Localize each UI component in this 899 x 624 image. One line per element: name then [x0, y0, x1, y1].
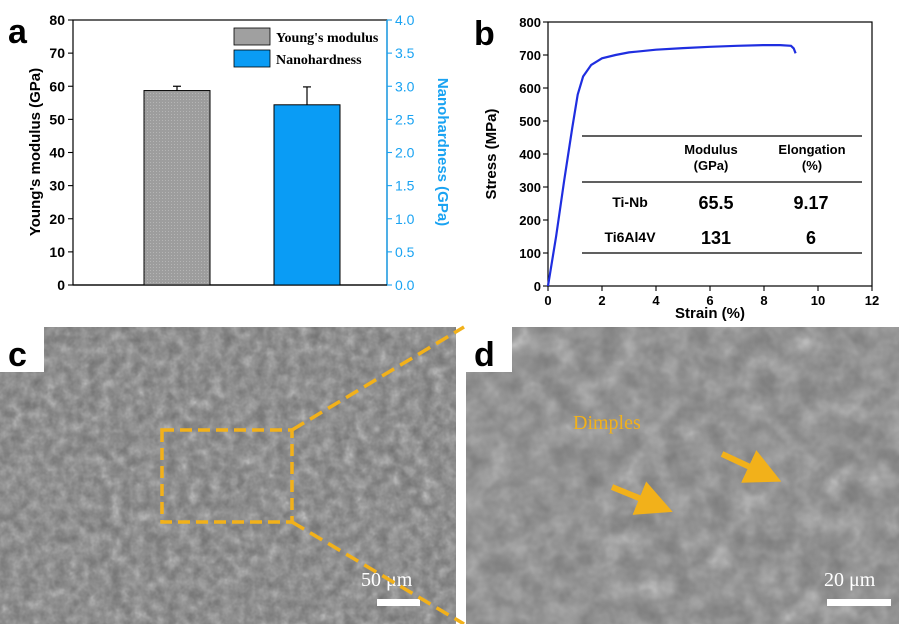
left-tick-label: 0 — [57, 277, 65, 293]
panel-label-d: d — [474, 336, 495, 374]
y-tick-label-b: 400 — [519, 147, 541, 162]
y-tick-label-b: 200 — [519, 213, 541, 228]
right-tick-label: 0.0 — [395, 277, 415, 293]
y-tick-label-b: 600 — [519, 81, 541, 96]
left-tick-label: 50 — [49, 111, 65, 127]
x-tick-label-b: 0 — [544, 293, 551, 308]
left-tick-label: 70 — [49, 45, 65, 61]
bar-nanohardness — [274, 105, 340, 285]
x-tick-label-b: 10 — [811, 293, 825, 308]
y-axis-title-left: Young's modulus (GPa) — [27, 68, 44, 236]
panel-label-b: b — [474, 15, 495, 53]
right-tick-label: 1.0 — [395, 211, 415, 227]
right-tick-label: 3.5 — [395, 45, 415, 61]
y-axis-title-right: Nanohardness (GPa) — [434, 78, 451, 226]
panel-b-stress-strain: b 0 100 200 300 400 500 600 700 800 0 2 4 6 8 10 12 Str… — [474, 15, 879, 322]
table-header-elongation-unit: (%) — [802, 158, 822, 173]
scale-bar-d — [827, 599, 891, 606]
panel-label-a: a — [8, 13, 28, 51]
y-tick-label-b: 100 — [519, 246, 541, 261]
left-tick-label: 60 — [49, 78, 65, 94]
table-header-modulus-unit: (GPa) — [694, 158, 729, 173]
x-tick-label-b: 4 — [652, 293, 660, 308]
y-tick-label-b: 500 — [519, 114, 541, 129]
scale-bar-label-d: 20 μm — [824, 569, 876, 591]
y-tick-label-b: 300 — [519, 180, 541, 195]
right-tick-label: 1.5 — [395, 178, 415, 194]
left-axis-ticks: 0 10 20 30 40 50 60 70 80 — [49, 12, 73, 293]
table-row-ti6al4v: Ti6Al4V — [604, 229, 656, 245]
right-tick-label: 3.0 — [395, 78, 415, 94]
legend-label-nanohardness: Nanohardness — [276, 53, 362, 68]
right-tick-label: 2.5 — [395, 111, 415, 127]
legend-a: Young's modulus Nanohardness — [234, 28, 379, 68]
legend-swatch-modulus — [234, 28, 270, 45]
left-tick-label: 80 — [49, 12, 65, 28]
y-tick-label-b: 700 — [519, 48, 541, 63]
left-tick-label: 10 — [49, 244, 65, 260]
left-tick-label: 30 — [49, 178, 65, 194]
right-tick-label: 4.0 — [395, 12, 415, 28]
x-axis-title-b: Strain (%) — [675, 305, 745, 322]
panel-d-sem-image: d Dimples 20 μm — [466, 327, 899, 624]
table-header-elongation: Elongation — [778, 142, 845, 157]
right-tick-label: 0.5 — [395, 244, 415, 260]
y-tick-label-b: 800 — [519, 15, 541, 30]
table-header-modulus: Modulus — [684, 142, 737, 157]
legend-swatch-nanohardness — [234, 50, 270, 67]
left-tick-label: 40 — [49, 145, 65, 161]
table-cell-ti6al4v-modulus: 131 — [701, 228, 731, 248]
stress-strain-curve — [548, 45, 796, 286]
bar-youngs-modulus — [144, 91, 210, 285]
panel-a-bar-chart: a 0 10 20 30 40 50 60 70 80 0.0 0.5 1.0 1.5 2.0 2.5 3.… — [0, 2, 451, 293]
scale-bar-c — [377, 599, 420, 606]
panel-label-c: c — [8, 336, 27, 374]
x-tick-label-b: 2 — [598, 293, 605, 308]
y-axis-title-b: Stress (MPa) — [483, 109, 500, 200]
table-cell-ti-nb-elongation: 9.17 — [793, 193, 828, 213]
properties-table: Modulus (GPa) Elongation (%) Ti-Nb 65.5 … — [582, 136, 862, 253]
table-cell-ti-nb-modulus: 65.5 — [698, 193, 733, 213]
x-tick-label-b: 12 — [865, 293, 879, 308]
x-tick-label-b: 8 — [760, 293, 767, 308]
bars-a — [144, 86, 340, 285]
left-tick-label: 20 — [49, 211, 65, 227]
right-tick-label: 2.0 — [395, 145, 415, 161]
table-row-ti-nb: Ti-Nb — [612, 194, 648, 210]
table-cell-ti6al4v-elongation: 6 — [806, 228, 816, 248]
dimples-annotation: Dimples — [573, 412, 641, 434]
legend-label-modulus: Young's modulus — [276, 31, 379, 46]
y-tick-label-b: 0 — [534, 279, 541, 294]
